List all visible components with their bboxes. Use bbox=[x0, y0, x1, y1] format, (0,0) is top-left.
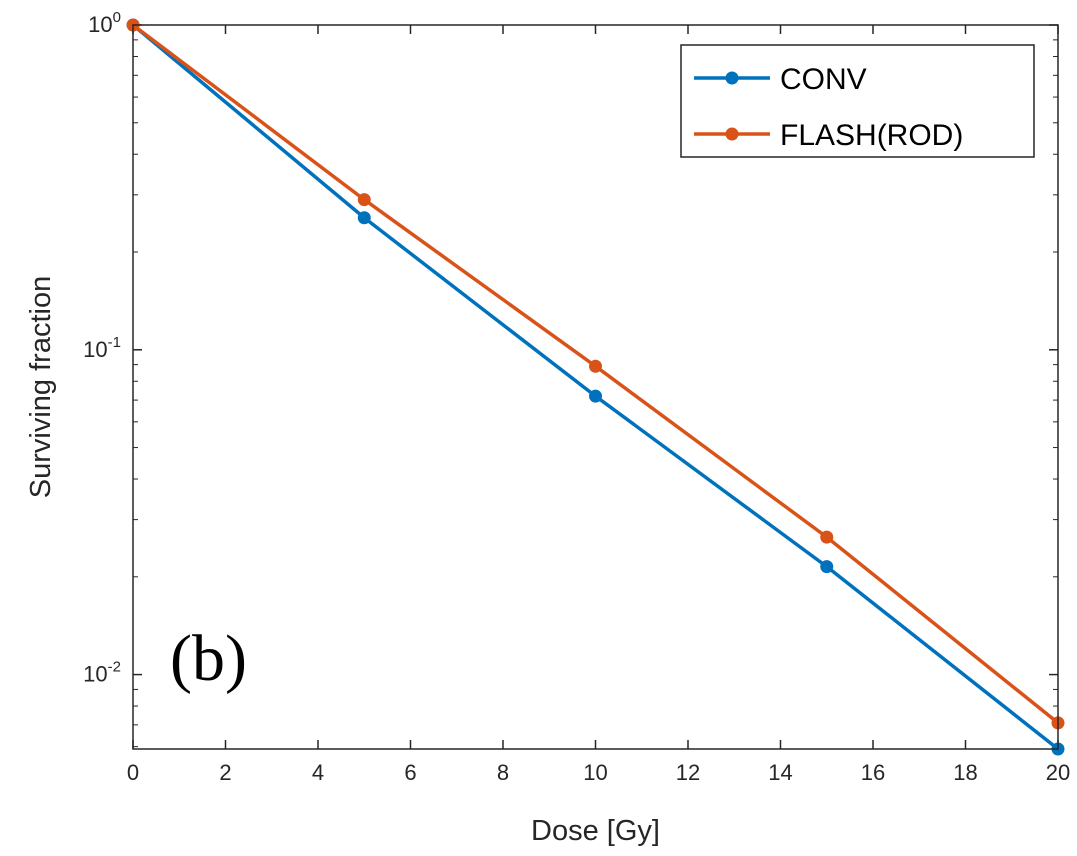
panel-label: (b) bbox=[170, 622, 247, 695]
series-1-point bbox=[589, 389, 602, 403]
x-tick-label: 18 bbox=[953, 760, 977, 785]
x-tick-label: 2 bbox=[219, 760, 231, 785]
y-axis-title: Surviving fraction bbox=[25, 276, 57, 498]
legend-label: CONV bbox=[780, 63, 867, 96]
legend-box bbox=[680, 44, 1035, 158]
legend-label: FLASH(ROD) bbox=[780, 119, 963, 152]
x-tick-label: 0 bbox=[127, 760, 139, 785]
y-tick-label: 10-2 bbox=[83, 659, 121, 687]
x-axis-title: Dose [Gy] bbox=[531, 815, 660, 847]
legend: CONV FLASH(ROD) bbox=[680, 44, 1035, 158]
y-tick-label: 10-1 bbox=[83, 334, 121, 362]
series-layer bbox=[126, 18, 1065, 756]
series-1-point bbox=[357, 211, 371, 225]
x-tick-label: 20 bbox=[1046, 760, 1070, 785]
series-2-point bbox=[589, 359, 602, 373]
series-2-point bbox=[357, 193, 371, 207]
legend-swatch-marker bbox=[725, 127, 739, 141]
series-1-point bbox=[820, 560, 834, 574]
x-tick-label: 10 bbox=[583, 760, 607, 785]
legend-swatch-marker bbox=[725, 71, 739, 85]
series-2-point bbox=[820, 530, 834, 544]
x-tick-label: 4 bbox=[312, 760, 324, 785]
x-tick-label: 8 bbox=[497, 760, 509, 785]
ticks-layer: 0 2 4 6 8 10 12 14 16 18 20 100 10-1 10-2 bbox=[83, 9, 1070, 785]
x-tick-label: 12 bbox=[676, 760, 700, 785]
y-tick-label: 100 bbox=[88, 9, 121, 37]
plot-area-frame bbox=[132, 24, 1059, 750]
x-tick-label: 16 bbox=[861, 760, 885, 785]
x-tick-label: 14 bbox=[768, 760, 792, 785]
x-tick-label: 6 bbox=[404, 760, 416, 785]
